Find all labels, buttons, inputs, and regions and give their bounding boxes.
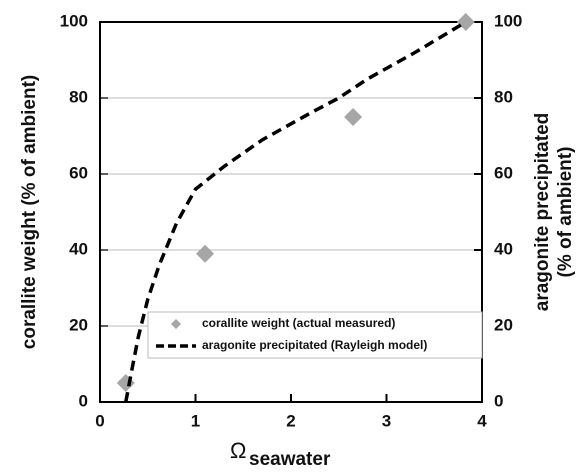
y-axis-label: corallite weight (% of ambient) (19, 75, 40, 349)
y-tick-label: 60 (69, 163, 88, 182)
y-tick-label: 40 (69, 239, 88, 258)
y2-axis-label: (% of ambient) (555, 147, 576, 278)
data-point (344, 108, 363, 126)
y2-tick-label: 80 (494, 87, 513, 106)
y-tick-label: 100 (60, 11, 88, 30)
x-axis-label-sub: seawater (249, 449, 331, 470)
legend-label: aragonite precipitated (Rayleigh model) (202, 338, 427, 352)
data-point (196, 244, 215, 263)
legend-box (147, 311, 483, 359)
data-point (116, 374, 135, 392)
y2-tick-label: 60 (494, 163, 513, 182)
y2-tick-label: 100 (494, 11, 522, 30)
x-tick-label: 2 (286, 411, 295, 430)
y-tick-label: 20 (69, 315, 88, 334)
plot-frame (99, 21, 483, 403)
x-tick-label: 4 (477, 411, 487, 430)
x-tick-label: 3 (382, 411, 391, 430)
x-tick-label: 0 (95, 411, 104, 430)
x-tick-label: 1 (191, 411, 200, 430)
y-tick-label: 0 (79, 391, 88, 410)
y2-tick-label: 20 (494, 315, 513, 334)
y2-tick-label: 0 (494, 391, 503, 410)
y-tick-label: 80 (69, 87, 88, 106)
data-point (456, 13, 475, 31)
legend-swatch (171, 319, 181, 329)
x-axis-label: Ω (230, 438, 246, 463)
y2-axis-label: aragonite precipitated (532, 113, 553, 312)
y2-tick-label: 40 (494, 239, 513, 258)
model-line (124, 20, 467, 403)
legend-label: corallite weight (actual measured) (202, 316, 395, 330)
